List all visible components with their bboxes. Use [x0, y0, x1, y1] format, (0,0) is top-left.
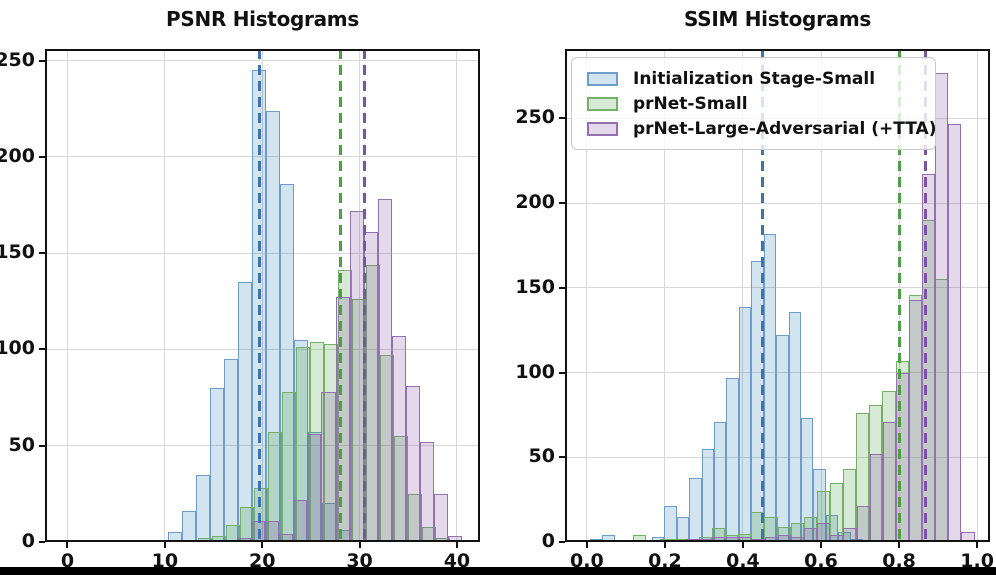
bottom-black-bar — [0, 567, 996, 575]
gridline — [586, 49, 588, 542]
chart-title-ssim: SSIM Histograms — [684, 7, 871, 31]
mean-dashed-line — [338, 49, 342, 542]
x-tick-mark — [898, 542, 901, 548]
x-tick-label: 20 — [248, 550, 276, 572]
x-tick-mark — [358, 542, 361, 548]
legend-label: Initialization Stage-Small — [633, 68, 876, 89]
y-tick-label: 150 — [0, 241, 35, 264]
gridline — [820, 49, 822, 542]
y-tick-label: 50 — [8, 433, 35, 456]
y-tick-mark — [39, 59, 45, 62]
y-tick-label: 0 — [541, 530, 555, 552]
mean-dashed-line — [362, 49, 366, 542]
y-tick-mark — [39, 348, 45, 351]
x-tick-label: 0.4 — [726, 550, 760, 572]
y-tick-mark — [559, 371, 565, 374]
gridline — [565, 372, 990, 374]
gridline — [565, 456, 990, 458]
y-tick-label: 100 — [515, 360, 555, 383]
y-tick-mark — [559, 541, 565, 543]
gridline — [66, 49, 68, 542]
gridline — [45, 252, 480, 254]
legend-swatch — [587, 121, 618, 136]
x-tick-mark — [261, 542, 264, 548]
x-tick-mark — [455, 542, 458, 548]
psnr-plot-area — [45, 49, 480, 543]
mean-dashed-line — [924, 49, 928, 542]
gridline — [565, 202, 990, 204]
gridline — [976, 49, 978, 542]
mean-dashed-line — [897, 49, 901, 542]
chart-title-psnr: PSNR Histograms — [166, 7, 359, 31]
legend-swatch — [587, 96, 618, 111]
y-tick-label: 200 — [0, 144, 35, 167]
mean-dashed-line — [760, 49, 764, 542]
x-tick-mark — [163, 542, 166, 548]
ssim-plot-area: Initialization Stage-Small prNet-Small prN… — [565, 49, 990, 543]
y-tick-label: 100 — [0, 337, 35, 360]
x-tick-label: 1.0 — [960, 550, 994, 572]
x-tick-label: 0 — [60, 550, 75, 572]
x-tick-label: 0.2 — [648, 550, 682, 572]
x-tick-label: 0.8 — [882, 550, 916, 572]
gridline — [45, 156, 480, 158]
gridline — [164, 49, 166, 542]
y-tick-label: 150 — [515, 275, 555, 298]
x-tick-mark — [741, 542, 744, 548]
x-tick-mark — [976, 542, 979, 548]
x-tick-label: 0.6 — [804, 550, 838, 572]
legend-item: prNet-Large-Adversarial (+TTA) — [582, 116, 936, 141]
y-tick-mark — [39, 155, 45, 158]
legend-label: prNet-Small — [633, 93, 748, 114]
x-tick-label: 0.0 — [570, 550, 604, 572]
legend-swatch — [587, 71, 618, 86]
gridline — [456, 49, 458, 542]
legend-item: prNet-Small — [582, 91, 925, 116]
gridline — [565, 287, 990, 289]
x-tick-label: 10 — [151, 550, 179, 572]
legend-label: prNet-Large-Adversarial (+TTA) — [633, 118, 937, 139]
gridline — [742, 49, 744, 542]
gridline — [45, 60, 480, 62]
x-tick-label: 40 — [443, 550, 471, 572]
legend-item: Initialization Stage-Small — [582, 66, 925, 91]
x-tick-mark — [820, 542, 822, 548]
y-tick-mark — [559, 202, 565, 205]
y-tick-label: 250 — [0, 48, 35, 71]
axes-frame — [45, 49, 480, 542]
axes-frame — [565, 49, 990, 542]
x-tick-label: 30 — [346, 550, 373, 572]
y-tick-mark — [39, 541, 45, 543]
y-tick-label: 250 — [515, 106, 555, 129]
gridline — [45, 348, 480, 350]
y-tick-mark — [39, 444, 45, 447]
y-tick-label: 0 — [21, 530, 35, 552]
y-tick-mark — [559, 286, 565, 289]
gridline — [261, 49, 263, 542]
y-tick-mark — [559, 456, 565, 459]
mean-dashed-line — [257, 49, 261, 542]
x-tick-mark — [66, 542, 69, 548]
y-tick-label: 200 — [515, 191, 555, 214]
y-tick-label: 50 — [528, 445, 555, 468]
gridline — [664, 49, 666, 542]
y-tick-mark — [39, 252, 45, 255]
gridline — [359, 49, 361, 542]
legend: Initialization Stage-Small prNet-Small prN… — [571, 57, 936, 150]
gridline — [45, 445, 480, 447]
x-tick-mark — [663, 542, 666, 548]
y-tick-mark — [559, 117, 565, 120]
x-tick-mark — [585, 542, 588, 548]
